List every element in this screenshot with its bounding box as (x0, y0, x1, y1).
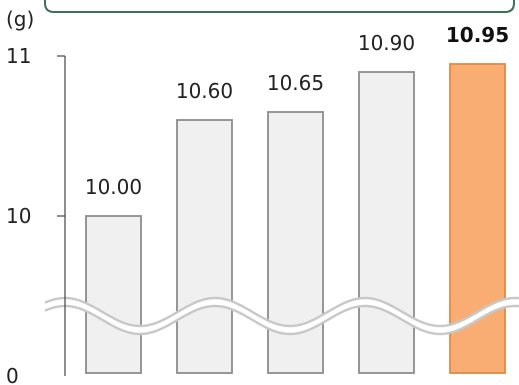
bar (176, 119, 233, 374)
y-tick-label: 10 (6, 204, 31, 228)
axis-break-band (43, 298, 519, 334)
y-axis-unit-label: (g) (6, 7, 34, 31)
bar (85, 215, 142, 374)
axis-break-line (44, 304, 519, 336)
frame-border (44, 0, 515, 13)
axis-break (43, 296, 519, 336)
data-label: 10.95 (446, 23, 509, 47)
data-label: 10.90 (358, 31, 415, 55)
data-label: 10.65 (267, 71, 324, 95)
y-tick-label: 11 (6, 44, 31, 68)
data-label: 10.60 (176, 79, 233, 103)
y-axis-ticks: 11 10 0 (6, 44, 65, 385)
axis-break-line (44, 296, 519, 328)
data-label: 10.00 (85, 175, 142, 199)
y-tick-label: 0 (6, 364, 19, 385)
bar (358, 71, 415, 374)
data-labels: 10.00 10.60 10.65 10.90 10.95 (85, 23, 509, 199)
